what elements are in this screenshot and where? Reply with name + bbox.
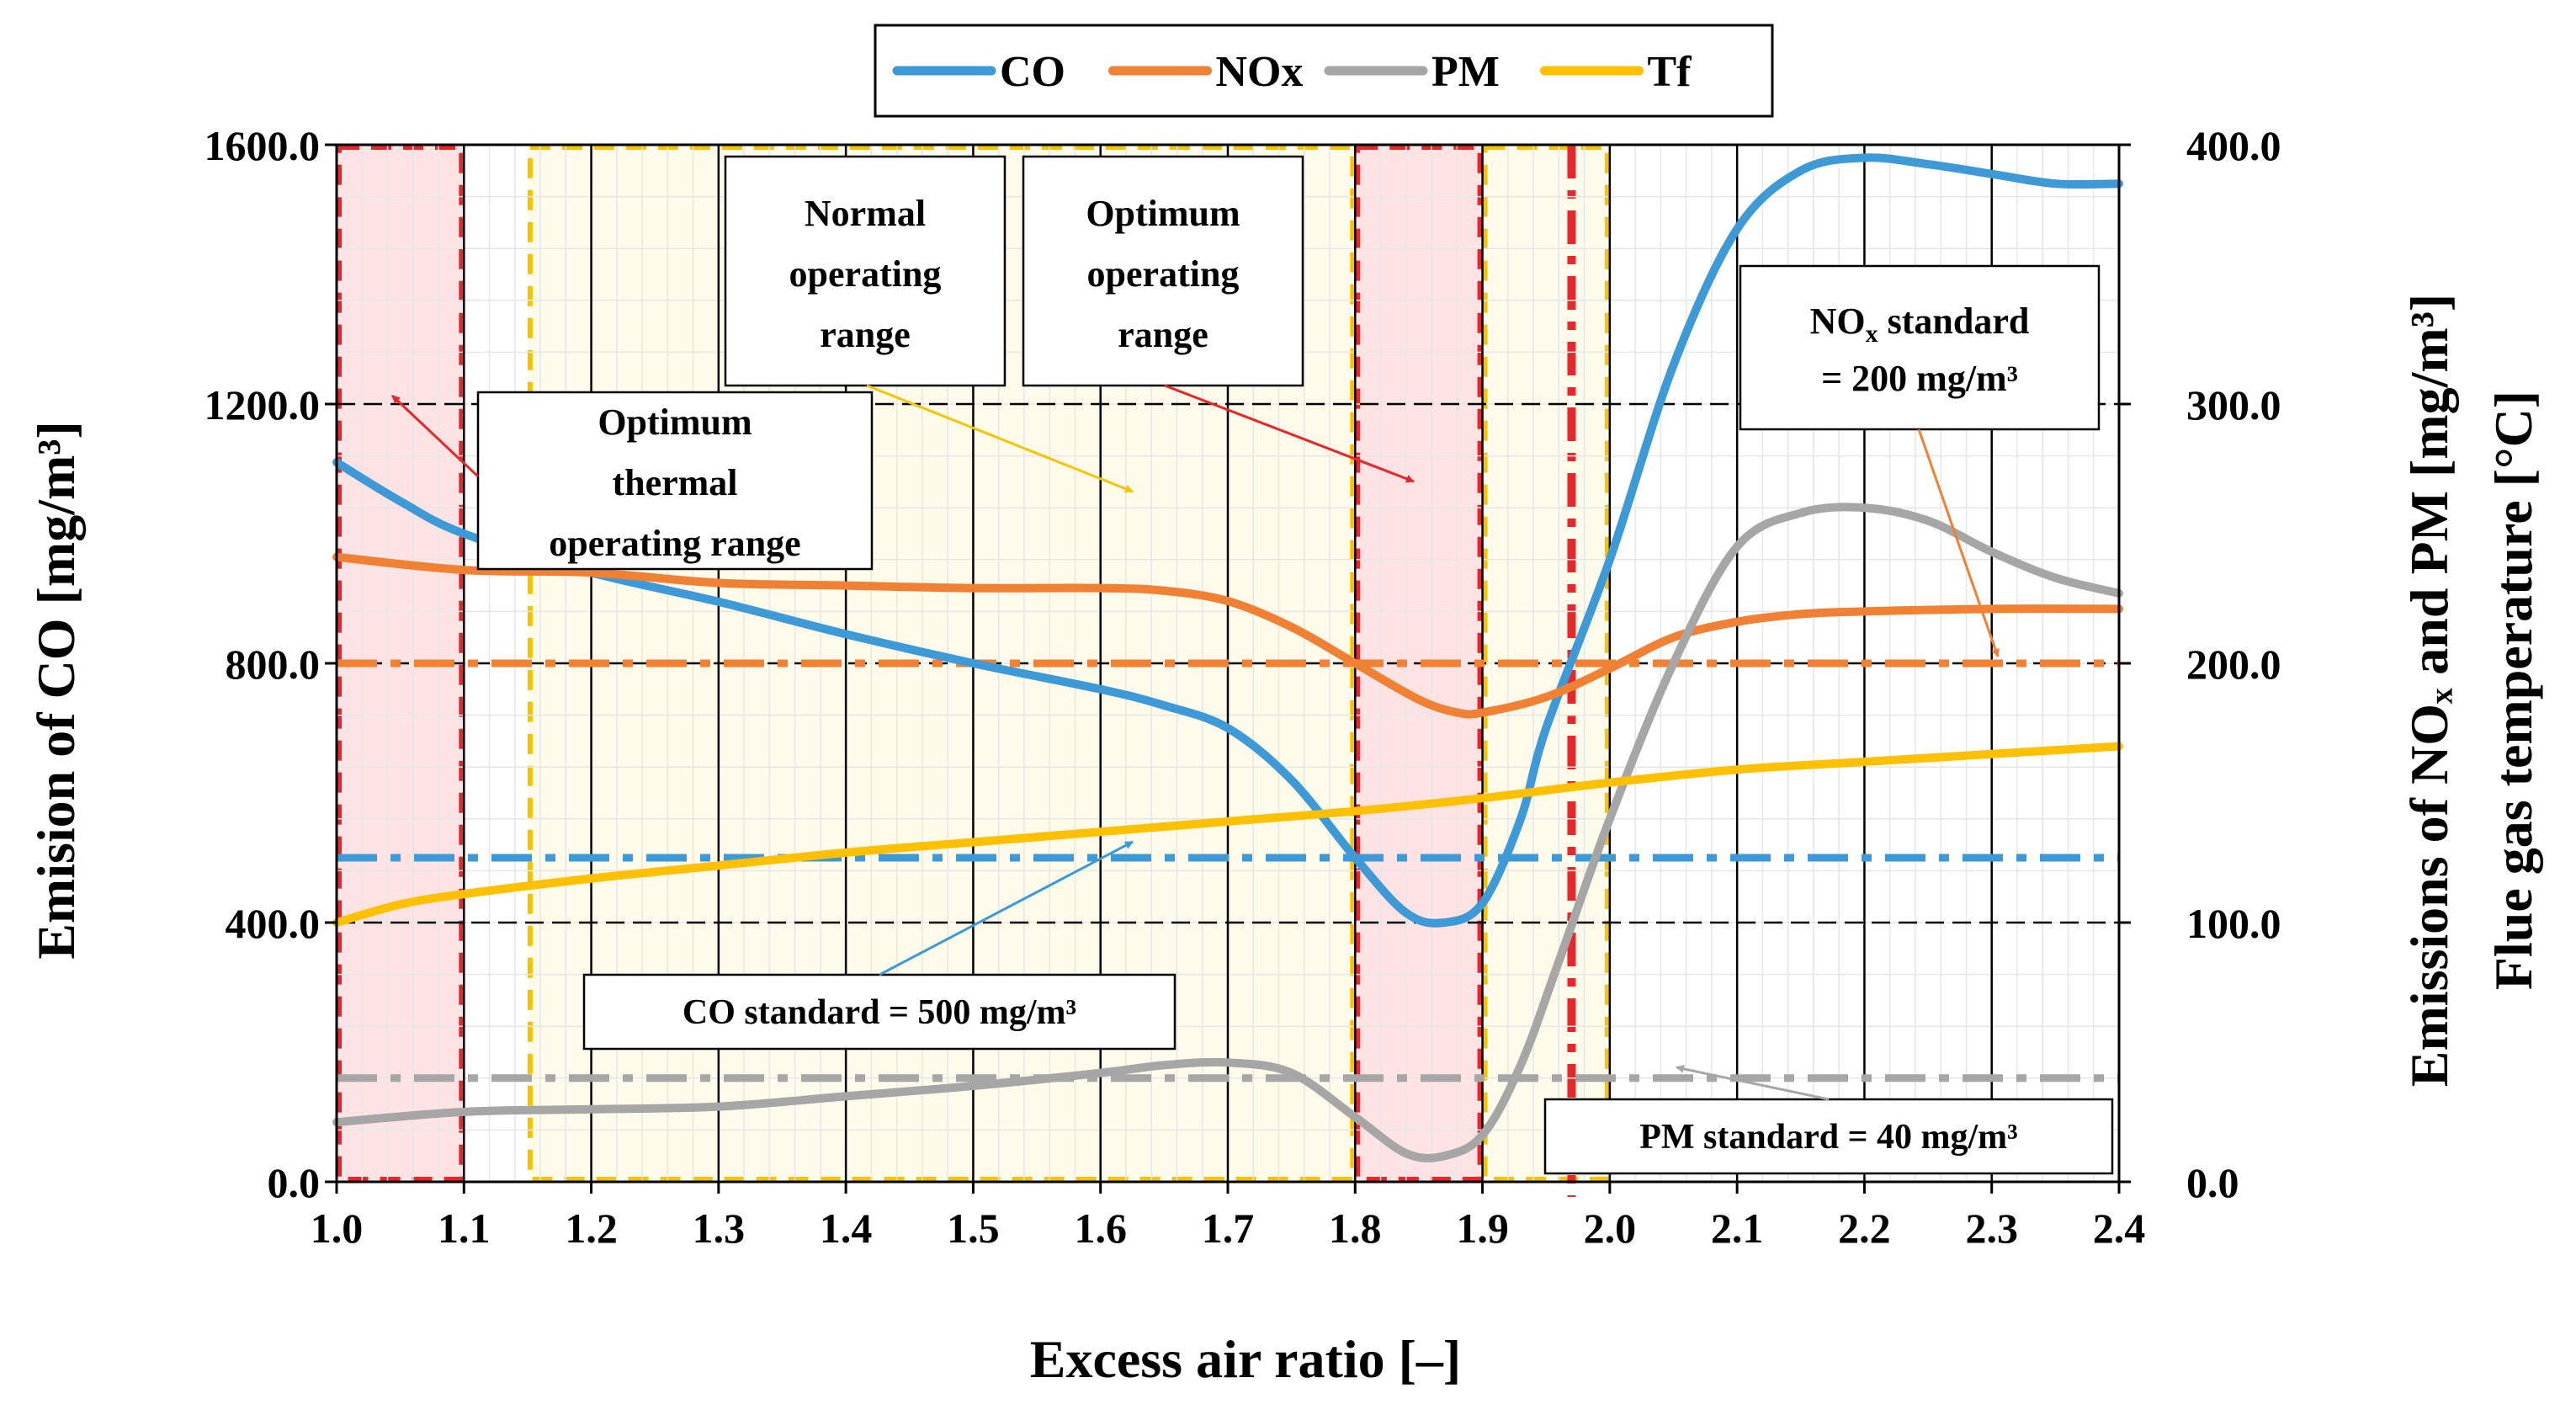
x-tick-label: 1.5	[947, 1205, 1000, 1252]
annotation-normal-line1: Normal	[805, 193, 926, 234]
arrow-pm-standard	[1676, 1064, 1830, 1101]
arrow-nox-standard	[1917, 428, 2000, 657]
arrow-optimum	[1164, 384, 1415, 483]
x-tick-label: 2.2	[1838, 1205, 1891, 1252]
annotation-co-standard: CO standard = 500 mg/m³	[683, 993, 1076, 1032]
annotation-optimum-line2: operating	[1087, 253, 1240, 295]
y-axis-right-label-1: Emissions of NOₓ and PM [mg/m³]	[2399, 294, 2459, 1087]
annotation-box-thermal	[476, 391, 874, 571]
annotation-normal-line2: operating	[789, 253, 942, 295]
legend-label-co: CO	[1000, 48, 1065, 96]
x-tick-label: 1.8	[1329, 1205, 1382, 1252]
x-tick-label: 1.3	[693, 1205, 746, 1252]
legend-label-pm: PM	[1431, 48, 1500, 96]
series-lines	[332, 153, 2123, 1162]
annotation-thermal-line1: Optimum	[598, 402, 752, 443]
annotation-box-normal	[724, 155, 1006, 387]
x-tick-label: 1.9	[1456, 1205, 1509, 1252]
arrow-normal	[866, 384, 1134, 493]
x-tick-label: 2.1	[1711, 1205, 1764, 1252]
arrow-thermal	[390, 394, 480, 478]
x-tick-label: 1.6	[1074, 1205, 1127, 1252]
x-tick-label: 1.2	[565, 1205, 618, 1252]
x-axis-label: Excess air ratio [–]	[1030, 1329, 1461, 1389]
y-right-tick-label: 100.0	[2186, 900, 2281, 947]
annotation-arrows	[390, 384, 2000, 1101]
y-left-tick-label: 1600.0	[204, 122, 321, 169]
x-tick-label: 1.7	[1202, 1205, 1255, 1252]
series-line-nox	[332, 552, 2123, 719]
series-line-pm	[332, 503, 2123, 1162]
y-axis-left-label: Emision of CO [mg/m³]	[26, 421, 86, 960]
y-left-tick-label: 400.0	[226, 900, 321, 947]
y-left-tick-label: 0.0	[268, 1159, 321, 1206]
y-right-tick-label: 0.0	[2186, 1159, 2239, 1206]
annotation-box-optimum	[1022, 155, 1304, 387]
axes: 1.0 1.1 1.2 1.3 1.4 1.5 1.6 1.7 1.8 1.9 2.0 2.1 2.2 2…	[204, 122, 2281, 1252]
x-tick-label: 1.0	[311, 1205, 364, 1252]
legend: CO NOx PM Tf	[874, 24, 1774, 118]
y-right-tick-label: 300.0	[2186, 381, 2281, 428]
y-left-tick-label: 1200.0	[204, 381, 321, 428]
x-tick-label: 1.4	[820, 1205, 873, 1252]
arrow-co-standard	[879, 840, 1134, 976]
annotations: Optimum thermal operating range Normal o…	[476, 155, 2114, 1175]
annotation-normal-line3: range	[820, 314, 911, 355]
annotation-thermal-line3: operating range	[549, 523, 800, 564]
legend-label-nox: NOx	[1216, 48, 1304, 96]
series-line-tf	[332, 742, 2123, 927]
annotation-nox-line1: NOx standard	[1810, 301, 2030, 348]
legend-label-tf: Tf	[1648, 48, 1692, 96]
annotation-box-nox-standard	[1739, 264, 2101, 431]
y-right-tick-label: 200.0	[2186, 641, 2281, 688]
legend-box	[874, 24, 1774, 118]
x-tick-label: 2.4	[2093, 1205, 2146, 1252]
x-tick-label: 2.0	[1584, 1205, 1637, 1252]
annotation-pm-standard: PM standard = 40 mg/m³	[1639, 1118, 2018, 1157]
axis-labels: Excess air ratio [–] Emision of CO [mg/m…	[26, 294, 2543, 1389]
annotation-box-pm-standard	[1543, 1098, 2114, 1175]
annotation-optimum-line1: Optimum	[1086, 193, 1240, 234]
standard-lines	[337, 659, 2119, 1083]
annotation-nox-line2: = 200 mg/m³	[1821, 358, 2018, 399]
x-tick-label: 2.3	[1965, 1205, 2018, 1252]
annotation-thermal-line2: thermal	[612, 462, 737, 503]
annotation-optimum-line3: range	[1118, 314, 1208, 355]
y-left-tick-label: 800.0	[226, 641, 321, 688]
annotation-box-co-standard	[582, 973, 1176, 1051]
x-tick-label: 1.1	[438, 1205, 491, 1252]
y-axis-right-label-2: Flue gas temperature [°C]	[2483, 391, 2543, 990]
series-line-co	[332, 153, 2123, 928]
y-right-tick-label: 400.0	[2186, 122, 2281, 169]
